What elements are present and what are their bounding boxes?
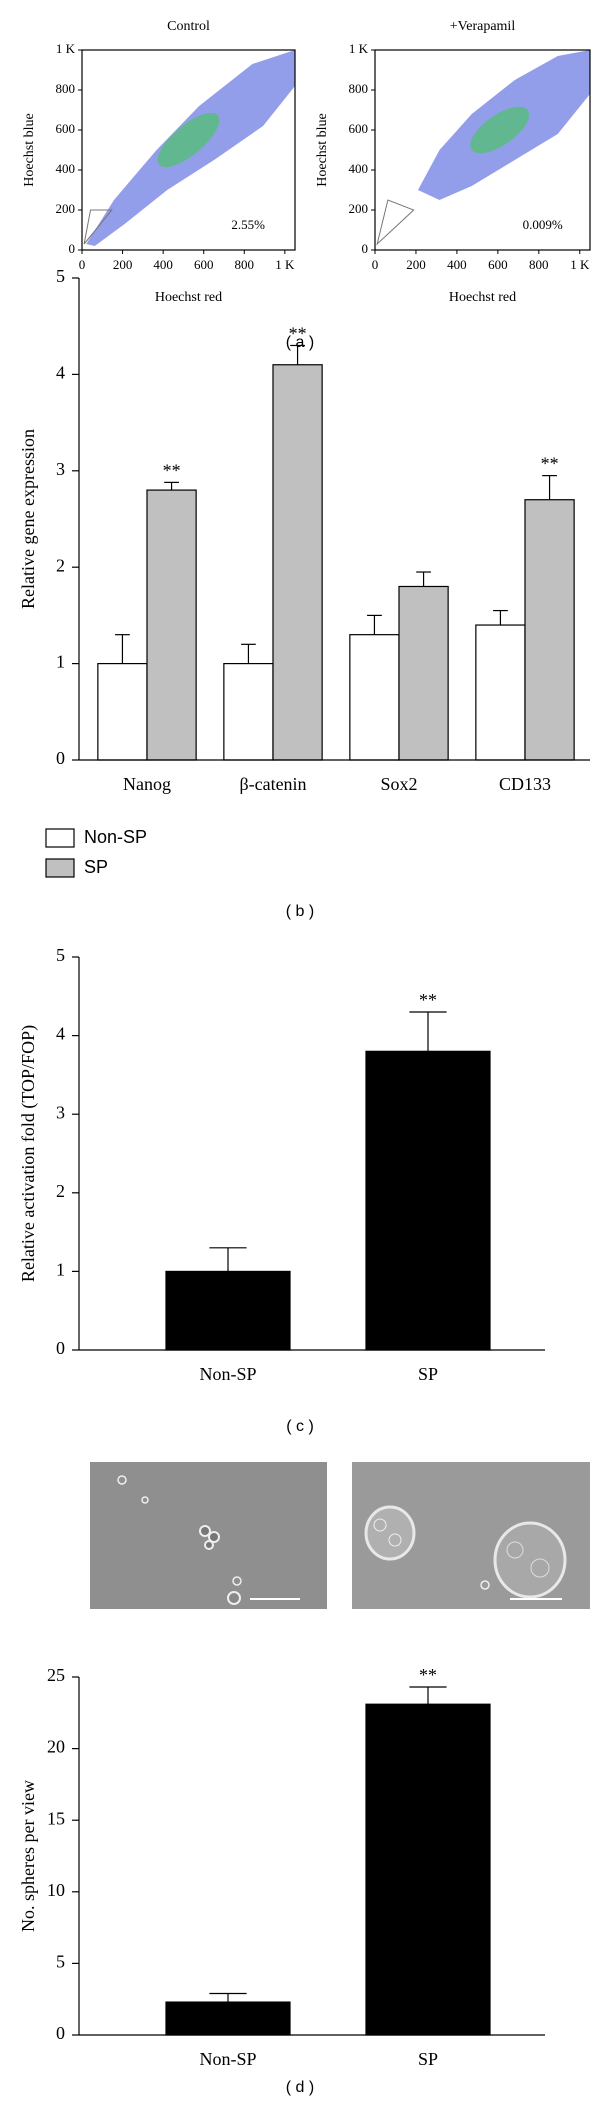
y-tick-label: 800 xyxy=(56,81,76,96)
y-tick-label: 20 xyxy=(47,1737,65,1757)
y-tick-label: 25 xyxy=(47,1665,65,1685)
y-tick-label: 3 xyxy=(56,459,65,479)
x-tick-label: Sox2 xyxy=(380,774,417,794)
legend-label: SP xyxy=(84,857,108,877)
x-tick-label: Nanog xyxy=(123,774,171,794)
y-axis-label: Relative activation fold (TOP/FOP) xyxy=(18,1025,39,1282)
bar xyxy=(223,662,274,761)
annotation: 0.009% xyxy=(523,217,563,232)
chart-title: +Verapamil xyxy=(450,19,516,34)
x-tick-label: 400 xyxy=(153,257,173,272)
legend-swatch xyxy=(45,858,75,878)
x-tick-label: 400 xyxy=(447,257,467,272)
y-tick-label: 4 xyxy=(56,1024,65,1044)
panel-label: ( d ) xyxy=(286,2079,314,2096)
y-tick-label: 1 K xyxy=(56,41,76,56)
plot-frame xyxy=(374,49,591,251)
panel-label: ( a ) xyxy=(286,334,314,351)
x-tick-label: β-catenin xyxy=(239,774,306,794)
x-tick-label: Non-SP xyxy=(199,2049,256,2069)
y-tick-label: 2 xyxy=(56,1181,65,1201)
plot-frame xyxy=(81,49,296,251)
significance: ** xyxy=(419,1665,437,1685)
y-tick-label: 5 xyxy=(56,1952,65,1972)
y-tick-label: 4 xyxy=(56,363,65,383)
x-tick-label: 200 xyxy=(406,257,426,272)
significance: ** xyxy=(541,454,559,474)
y-tick-label: 0 xyxy=(56,1338,65,1358)
y-tick-label: 600 xyxy=(56,121,76,136)
y-tick-label: 5 xyxy=(56,945,65,965)
panel-label: ( c ) xyxy=(286,1418,314,1435)
x-axis-label: Hoechst red xyxy=(155,290,222,305)
y-axis-label: Relative gene expression xyxy=(18,429,38,609)
y-tick-label: 200 xyxy=(349,201,369,216)
legend-swatch xyxy=(45,828,75,848)
x-tick-label: 600 xyxy=(194,257,214,272)
bar xyxy=(165,1270,291,1351)
x-tick-label: 200 xyxy=(113,257,133,272)
panel-label: ( b ) xyxy=(286,903,314,920)
y-tick-label: 0 xyxy=(56,2023,65,2043)
x-tick-label: SP xyxy=(418,2049,438,2069)
y-tick-label: 1 K xyxy=(349,41,369,56)
y-tick-label: 800 xyxy=(349,81,369,96)
significance: ** xyxy=(163,460,181,480)
x-tick-label: 800 xyxy=(529,257,549,272)
y-tick-label: 600 xyxy=(349,121,369,136)
bar xyxy=(97,662,148,761)
density-core xyxy=(470,106,530,154)
y-tick-label: 3 xyxy=(56,1102,65,1122)
y-tick-label: 0 xyxy=(56,748,65,768)
bar xyxy=(146,489,197,761)
y-tick-label: 0 xyxy=(69,241,76,256)
gate xyxy=(376,199,415,246)
bar xyxy=(365,1703,491,2036)
y-tick-label: 2 xyxy=(56,555,65,575)
significance: ** xyxy=(289,324,307,344)
y-tick-label: 0 xyxy=(362,241,369,256)
x-tick-label: SP xyxy=(418,1364,438,1384)
x-tick-label: 1 K xyxy=(275,257,295,272)
y-axis-label: Hoechst blue xyxy=(315,113,330,186)
bar xyxy=(349,634,400,761)
bar xyxy=(475,624,526,761)
x-axis-label: Hoechst red xyxy=(449,290,516,305)
x-tick-label: 1 K xyxy=(570,257,590,272)
y-axis-label: No. spheres per view xyxy=(18,1780,38,1932)
y-tick-label: 5 xyxy=(56,266,65,286)
x-tick-label: Non-SP xyxy=(199,1364,256,1384)
y-tick-label: 400 xyxy=(349,161,369,176)
bar xyxy=(524,499,575,761)
y-tick-label: 400 xyxy=(56,161,76,176)
legend-label: Non-SP xyxy=(84,827,147,847)
x-tick-label: 0 xyxy=(372,257,379,272)
gate xyxy=(83,209,113,245)
annotation: 2.55% xyxy=(231,217,265,232)
chart-title: Control xyxy=(167,19,210,34)
density-core xyxy=(157,112,220,168)
y-tick-label: 1 xyxy=(56,652,65,672)
x-tick-label: CD133 xyxy=(499,774,551,794)
y-tick-label: 10 xyxy=(47,1880,65,1900)
bar xyxy=(272,364,323,761)
significance: ** xyxy=(419,990,437,1010)
x-tick-label: 600 xyxy=(488,257,508,272)
y-tick-label: 200 xyxy=(56,201,76,216)
x-tick-label: 800 xyxy=(235,257,255,272)
bar xyxy=(165,2001,291,2036)
bar xyxy=(398,585,449,761)
x-tick-label: 0 xyxy=(79,257,86,272)
y-tick-label: 1 xyxy=(56,1260,65,1280)
y-tick-label: 15 xyxy=(47,1808,65,1828)
bar xyxy=(365,1050,491,1351)
y-axis-label: Hoechst blue xyxy=(22,113,37,186)
micrograph xyxy=(352,1462,590,1609)
micrograph xyxy=(90,1462,327,1609)
